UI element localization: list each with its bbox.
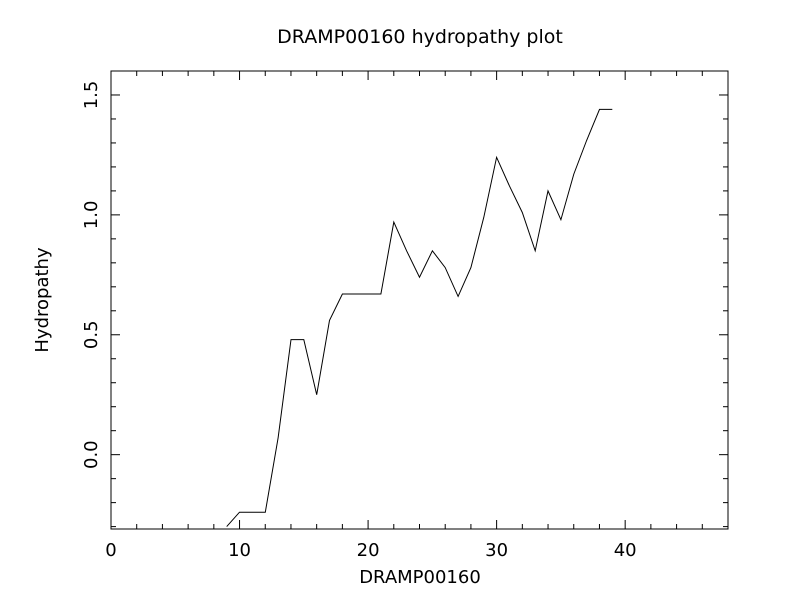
hydropathy-series-line — [226, 108, 613, 527]
x-tick-label: 20 — [357, 540, 380, 561]
y-tick-label: 0.5 — [81, 320, 102, 349]
series-group — [226, 108, 613, 527]
y-tick-label: 1.0 — [81, 201, 102, 230]
y-tick-label: 1.5 — [81, 81, 102, 110]
x-tick-label: 0 — [105, 540, 116, 561]
axis-tick-labels: 0 10 20 30 40 0.0 0.5 1.0 1.5 — [81, 81, 637, 561]
axis-ticks — [110, 70, 729, 529]
plot-frame — [110, 70, 729, 530]
x-tick-label: 40 — [614, 540, 637, 561]
x-tick-label: 10 — [228, 540, 251, 561]
y-axis-label: Hydropathy — [32, 247, 53, 353]
x-axis-label: DRAMP00160 — [359, 567, 481, 588]
x-tick-label: 30 — [485, 540, 508, 561]
chart-title: DRAMP00160 hydropathy plot — [277, 26, 563, 48]
y-tick-label: 0.0 — [81, 440, 102, 469]
